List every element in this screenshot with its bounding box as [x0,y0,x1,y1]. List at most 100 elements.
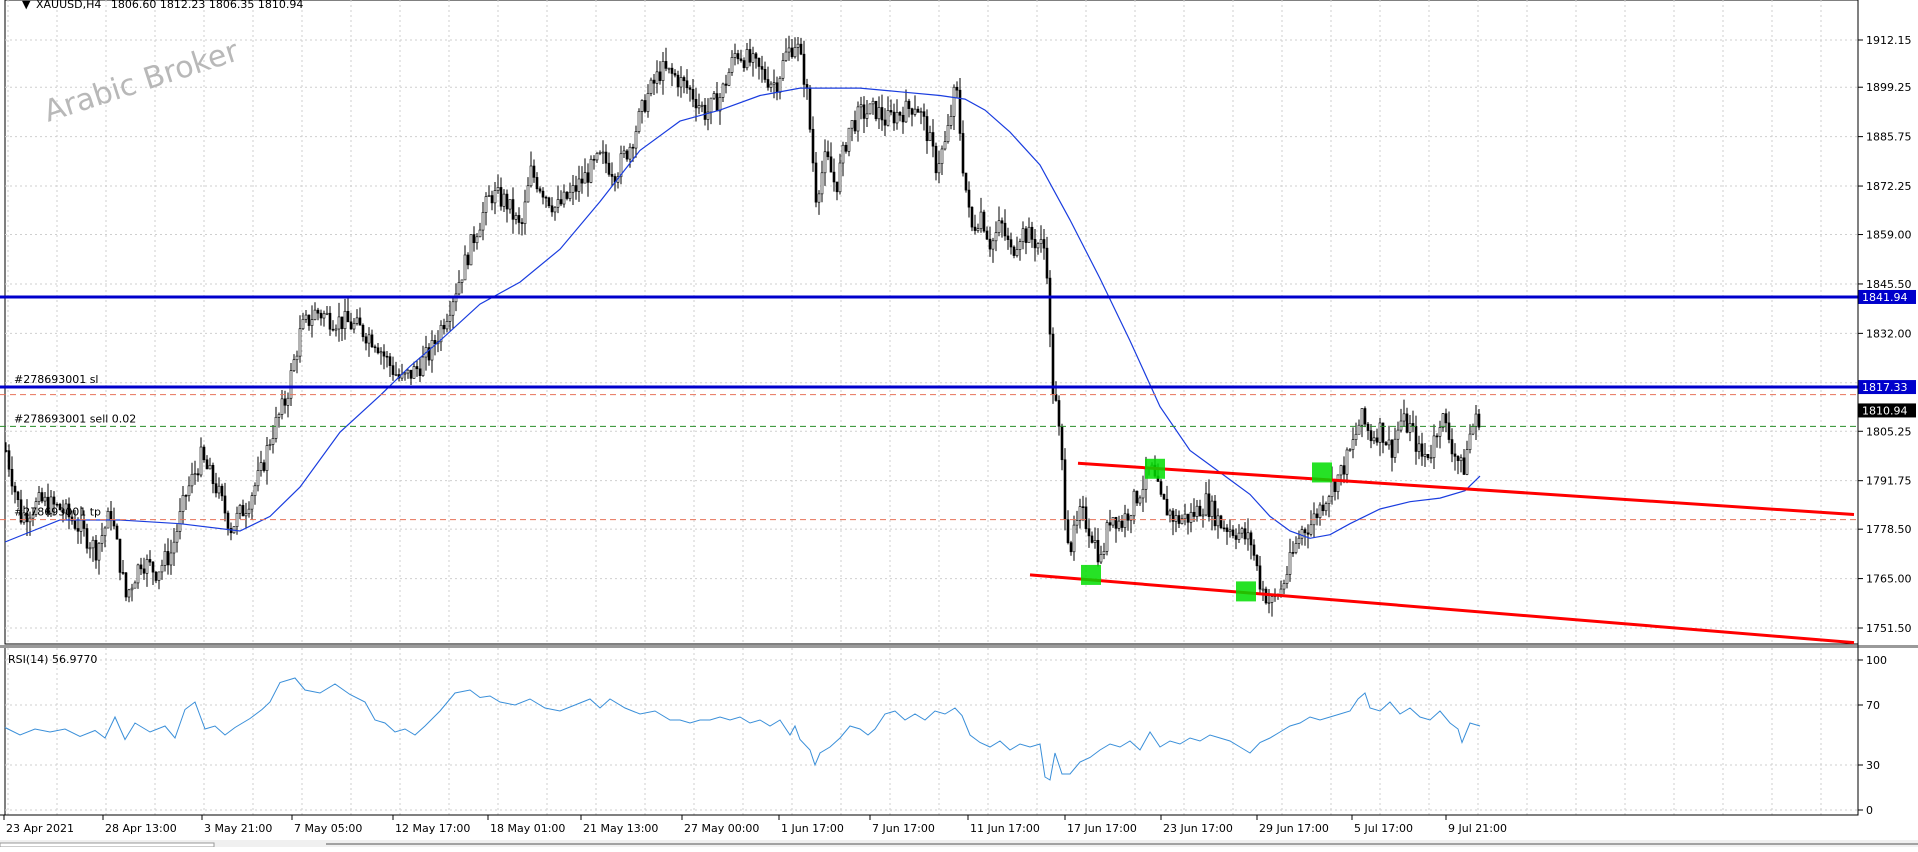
candle [1459,454,1463,473]
candle [1066,510,1070,545]
candle [1024,226,1028,255]
candle [166,538,170,575]
candle [1363,406,1367,428]
y-tick-label: 1805.25 [1866,425,1912,438]
candle [1117,515,1121,532]
y-tick-label: 1885.75 [1866,131,1912,144]
symbol-dropdown-icon[interactable]: ▼ [22,0,31,11]
candle [394,361,398,377]
x-tick-label: 3 May 21:00 [204,822,272,835]
candle [1186,513,1190,535]
y-tick-label: 1832.00 [1866,327,1912,340]
candle [985,226,989,241]
rsi-tick-label: 100 [1866,654,1887,667]
candle [109,500,113,531]
candle [832,158,836,192]
candle [22,505,26,525]
x-tick-label: 1 Jun 17:00 [781,822,844,835]
candle [1426,453,1430,461]
candle [337,302,341,342]
candle [40,487,44,504]
candle [1015,236,1019,258]
order-label: #278693001 sell 0.02 [14,412,136,425]
candle [1225,524,1229,545]
candle [421,345,425,377]
panel-separator[interactable] [0,645,1918,648]
candle [862,96,866,133]
price-panel-frame [4,0,1859,645]
candle [334,324,338,337]
candle [973,214,977,235]
candle [1105,519,1109,556]
candle [181,486,185,524]
candle [253,482,257,505]
candle [1198,499,1202,517]
trendline-channel-bottom[interactable] [1029,573,1855,645]
candle [1114,516,1118,543]
candle [427,343,431,366]
candle [1450,428,1454,463]
candle [865,99,869,127]
candle [1351,427,1355,459]
candle [97,541,101,575]
candle [634,125,638,158]
candle [847,127,851,157]
candle [535,172,539,193]
candle [187,476,191,502]
candle [910,107,914,127]
candle [1246,518,1250,551]
candle [52,491,56,516]
candle [745,42,749,71]
trendline-channel-top[interactable] [1077,461,1855,517]
candle [718,93,722,125]
x-tick-label: 7 May 05:00 [294,822,362,835]
chart-tab-active[interactable] [0,842,215,848]
candle [1444,408,1448,433]
candle [1042,228,1046,260]
candle [190,462,194,494]
x-tick-label: 5 Jul 17:00 [1354,822,1413,835]
candle [1258,556,1262,595]
candle [169,539,173,575]
y-tick-label: 1791.75 [1866,475,1912,488]
candle [799,37,803,56]
candle [907,98,911,118]
candle [607,152,611,177]
candle [133,580,137,589]
candle [1420,432,1424,466]
candle [226,510,230,536]
candle [64,499,68,520]
svg-text:1810.94: 1810.94 [1862,404,1908,417]
candle [526,177,530,203]
candle [568,182,572,202]
candle [70,510,74,525]
candle [112,507,116,530]
overlays: #278693001 sl #278693001 sell 0.02 #278693… [0,295,1858,645]
candle [463,245,467,281]
pattern-marker [1236,581,1256,602]
candle [1405,407,1409,434]
candle [301,312,305,331]
candle [250,492,254,520]
candle [922,103,926,131]
candle [259,450,263,477]
candle [538,186,542,194]
candle [154,571,158,584]
candle [406,369,410,379]
candle [355,309,359,326]
rsi-tick-label: 70 [1866,699,1880,712]
candle [7,444,11,477]
candle [529,151,533,188]
candle [652,74,656,96]
candle [664,47,668,72]
candle [223,482,227,522]
candle [1345,447,1349,484]
candle [151,560,155,586]
candle [1102,542,1106,560]
candle [460,279,464,294]
x-tick-label: 29 Jun 17:00 [1259,822,1329,835]
candle [604,144,608,174]
candle [49,490,53,517]
